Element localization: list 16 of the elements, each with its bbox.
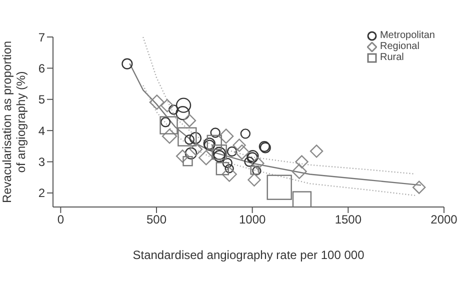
y-axis-title: Revacularisation as proportion of angiography (%) [0,40,28,204]
x-tick-label: 1000 [238,212,266,227]
legend-label: Metropolitan [378,30,435,41]
x-tick-label: 500 [146,212,167,227]
y-tick-label: 7 [38,30,46,44]
y-tick-label: 2 [38,186,46,200]
x-axis-title: Standardised angiography rate per 100 000 [132,248,365,262]
y-tick-label: 5 [38,92,46,107]
y-tick-label: 4 [38,124,46,138]
y-tick-label: 6 [38,61,46,76]
legend-label: Regional [378,41,420,52]
y-tick-label: 3 [38,155,46,170]
x-tick-label: 1500 [334,212,362,227]
x-tick-label: 2000 [430,212,458,227]
legend-label: Rural [378,52,405,63]
x-tick-label: 0 [57,212,64,227]
